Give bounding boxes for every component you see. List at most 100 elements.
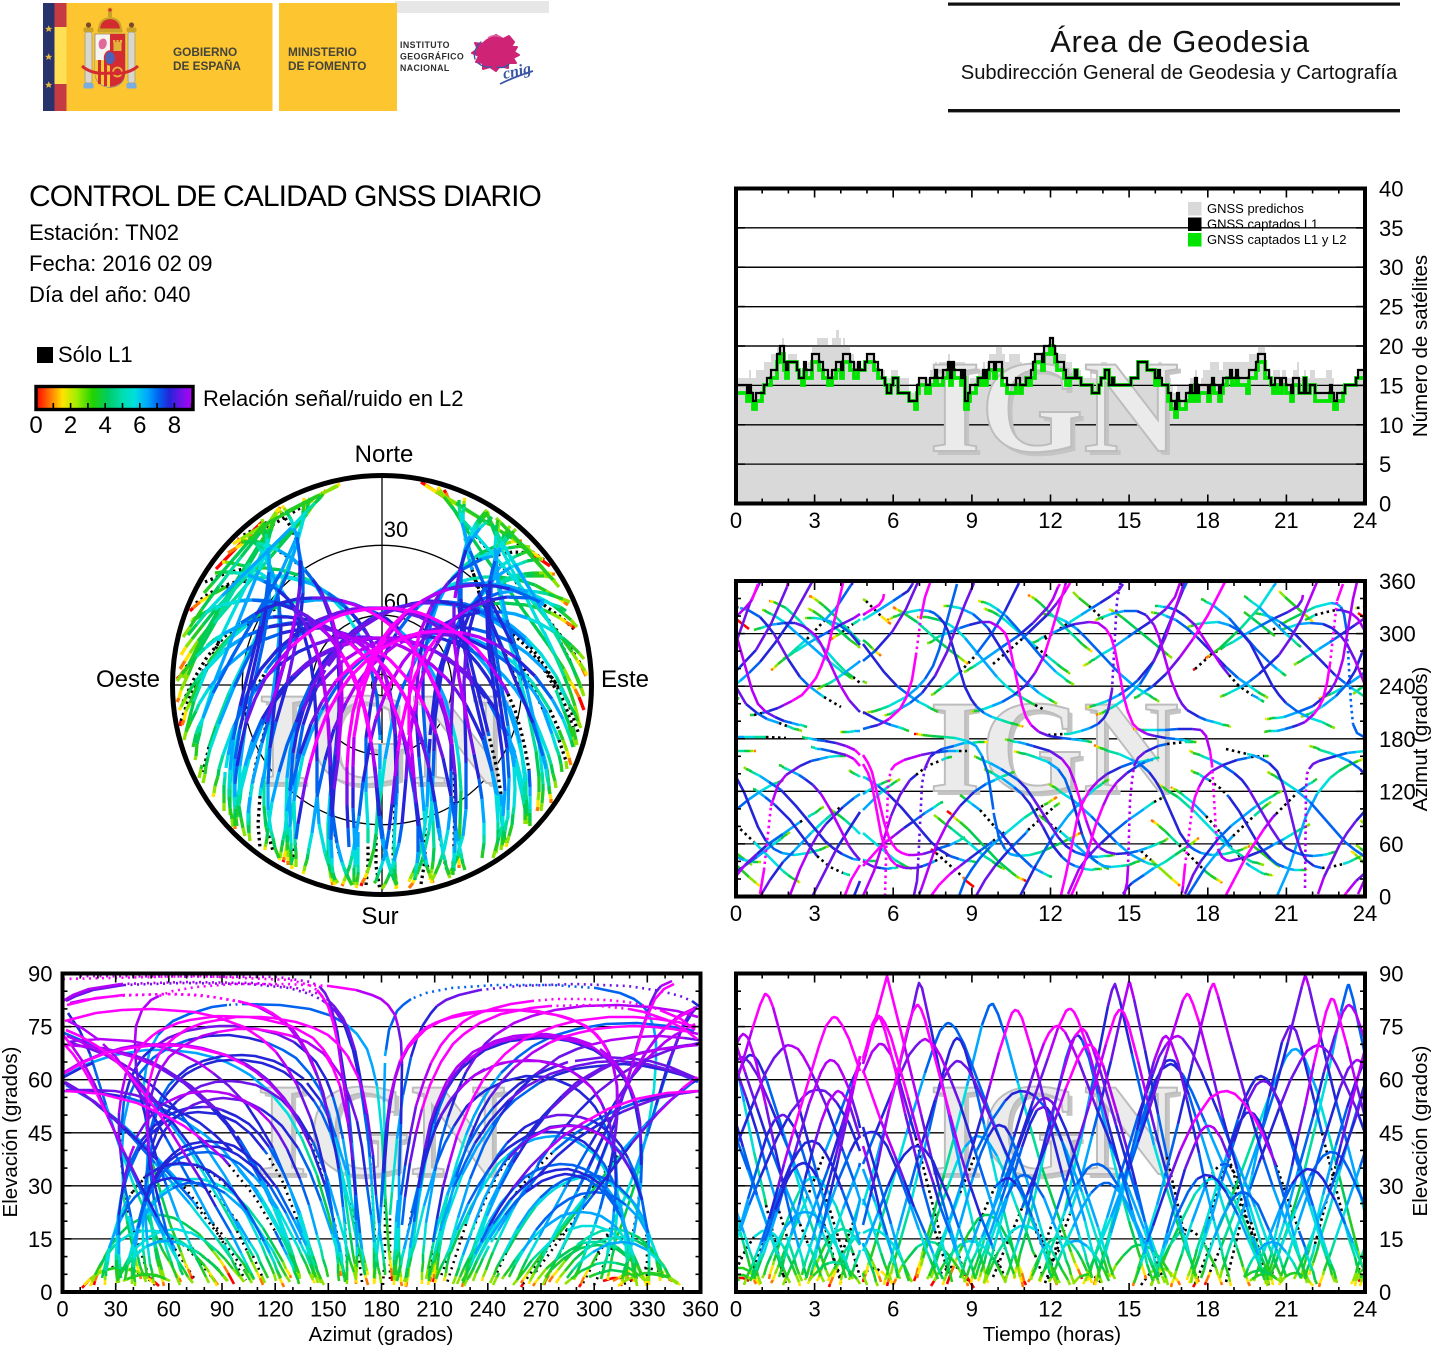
svg-text:cnig: cnig [501, 60, 532, 83]
svg-text:Día del año: 040: Día del año: 040 [29, 282, 190, 307]
svg-text:25: 25 [1379, 295, 1403, 320]
svg-text:30: 30 [1379, 1174, 1403, 1199]
svg-text:6: 6 [133, 412, 146, 439]
svg-text:90: 90 [210, 1297, 234, 1322]
svg-text:30: 30 [1379, 255, 1403, 280]
svg-text:GOBIERNO: GOBIERNO [173, 45, 237, 59]
svg-text:3: 3 [808, 1297, 820, 1322]
svg-text:IGN: IGN [933, 677, 1182, 824]
svg-text:24: 24 [1353, 1297, 1377, 1322]
svg-text:45: 45 [1379, 1121, 1403, 1146]
svg-text:12: 12 [1038, 508, 1062, 533]
svg-text:0: 0 [730, 1297, 742, 1322]
svg-text:24: 24 [1353, 901, 1377, 926]
svg-text:9: 9 [966, 901, 978, 926]
svg-text:12: 12 [1038, 901, 1062, 926]
svg-text:15: 15 [1379, 1227, 1403, 1252]
svg-text:Azimut (grados): Azimut (grados) [1409, 667, 1432, 812]
svg-text:12: 12 [1038, 1297, 1062, 1322]
svg-text:18: 18 [1196, 508, 1220, 533]
svg-text:15: 15 [1117, 1297, 1141, 1322]
svg-text:150: 150 [310, 1297, 347, 1322]
svg-text:0: 0 [29, 412, 42, 439]
svg-text:300: 300 [1379, 622, 1416, 647]
svg-text:90: 90 [1379, 962, 1403, 987]
svg-text:GEOGRÁFICO: GEOGRÁFICO [400, 52, 464, 62]
svg-text:60: 60 [28, 1068, 52, 1093]
svg-text:21: 21 [1274, 508, 1298, 533]
svg-text:30: 30 [384, 517, 408, 542]
svg-text:0: 0 [730, 508, 742, 533]
svg-text:Elevación (grados): Elevación (grados) [1409, 1046, 1432, 1217]
svg-text:0: 0 [56, 1297, 68, 1322]
svg-text:35: 35 [1379, 216, 1403, 241]
svg-text:360: 360 [682, 1297, 719, 1322]
svg-text:GNSS captados L1 y L2: GNSS captados L1 y L2 [1207, 232, 1346, 247]
svg-text:5: 5 [1379, 452, 1391, 477]
svg-text:360: 360 [1379, 569, 1416, 594]
svg-text:GNSS captados L1: GNSS captados L1 [1207, 217, 1318, 232]
svg-text:9: 9 [966, 1297, 978, 1322]
svg-text:GNSS predichos: GNSS predichos [1207, 201, 1304, 216]
svg-text:30: 30 [103, 1297, 127, 1322]
svg-text:Estación: TN02: Estación: TN02 [29, 220, 179, 245]
svg-text:Norte: Norte [355, 441, 414, 468]
svg-text:60: 60 [157, 1297, 181, 1322]
svg-text:75: 75 [1379, 1015, 1403, 1040]
svg-text:Relación señal/ruido en L2: Relación señal/ruido en L2 [203, 386, 464, 411]
svg-text:90: 90 [28, 962, 52, 987]
svg-text:Oeste: Oeste [96, 666, 160, 693]
svg-text:15: 15 [1117, 508, 1141, 533]
svg-text:8: 8 [168, 412, 181, 439]
svg-text:15: 15 [1379, 373, 1403, 398]
svg-text:Este: Este [601, 666, 649, 693]
svg-text:20: 20 [1379, 334, 1403, 359]
svg-text:9: 9 [966, 508, 978, 533]
svg-text:DE ESPAÑA: DE ESPAÑA [173, 59, 241, 73]
svg-text:21: 21 [1274, 901, 1298, 926]
svg-text:3: 3 [808, 901, 820, 926]
svg-text:3: 3 [808, 508, 820, 533]
svg-text:24: 24 [1353, 508, 1377, 533]
svg-text:45: 45 [28, 1121, 52, 1146]
svg-text:75: 75 [28, 1015, 52, 1040]
svg-text:Elevación (grados): Elevación (grados) [0, 1047, 22, 1218]
svg-text:DE FOMENTO: DE FOMENTO [288, 59, 366, 73]
svg-text:0: 0 [1379, 1280, 1391, 1305]
svg-text:4: 4 [99, 412, 112, 439]
svg-text:18: 18 [1196, 1297, 1220, 1322]
svg-text:INSTITUTO: INSTITUTO [400, 40, 450, 50]
svg-text:0: 0 [40, 1280, 52, 1305]
svg-text:210: 210 [416, 1297, 453, 1322]
svg-text:Sólo L1: Sólo L1 [58, 342, 133, 367]
svg-text:Azimut (grados): Azimut (grados) [309, 1323, 454, 1346]
svg-text:Área de Geodesia: Área de Geodesia [1050, 24, 1310, 59]
svg-text:180: 180 [1379, 727, 1416, 752]
svg-text:6: 6 [887, 508, 899, 533]
svg-text:21: 21 [1274, 1297, 1298, 1322]
svg-text:Número de satélites: Número de satélites [1409, 255, 1432, 437]
svg-text:NACIONAL: NACIONAL [400, 63, 450, 73]
svg-text:270: 270 [523, 1297, 560, 1322]
svg-text:2: 2 [64, 412, 77, 439]
svg-text:Tiempo (horas): Tiempo (horas) [983, 1323, 1121, 1346]
svg-text:330: 330 [629, 1297, 666, 1322]
svg-text:15: 15 [1117, 901, 1141, 926]
svg-text:180: 180 [363, 1297, 400, 1322]
svg-text:CONTROL DE CALIDAD GNSS DIARIO: CONTROL DE CALIDAD GNSS DIARIO [29, 180, 541, 213]
svg-text:0: 0 [730, 901, 742, 926]
svg-text:10: 10 [1379, 413, 1403, 438]
svg-text:6: 6 [887, 1297, 899, 1322]
svg-text:18: 18 [1196, 901, 1220, 926]
svg-text:120: 120 [257, 1297, 294, 1322]
svg-text:30: 30 [28, 1174, 52, 1199]
svg-text:15: 15 [28, 1227, 52, 1252]
svg-text:300: 300 [576, 1297, 613, 1322]
svg-text:0: 0 [1379, 885, 1391, 910]
svg-text:Subdirección General de Geodes: Subdirección General de Geodesia y Carto… [961, 62, 1398, 84]
svg-text:Sur: Sur [361, 903, 398, 930]
svg-text:240: 240 [1379, 674, 1416, 699]
svg-text:120: 120 [1379, 779, 1416, 804]
svg-text:Fecha: 2016 02 09: Fecha: 2016 02 09 [29, 251, 212, 276]
svg-text:60: 60 [1379, 832, 1403, 857]
